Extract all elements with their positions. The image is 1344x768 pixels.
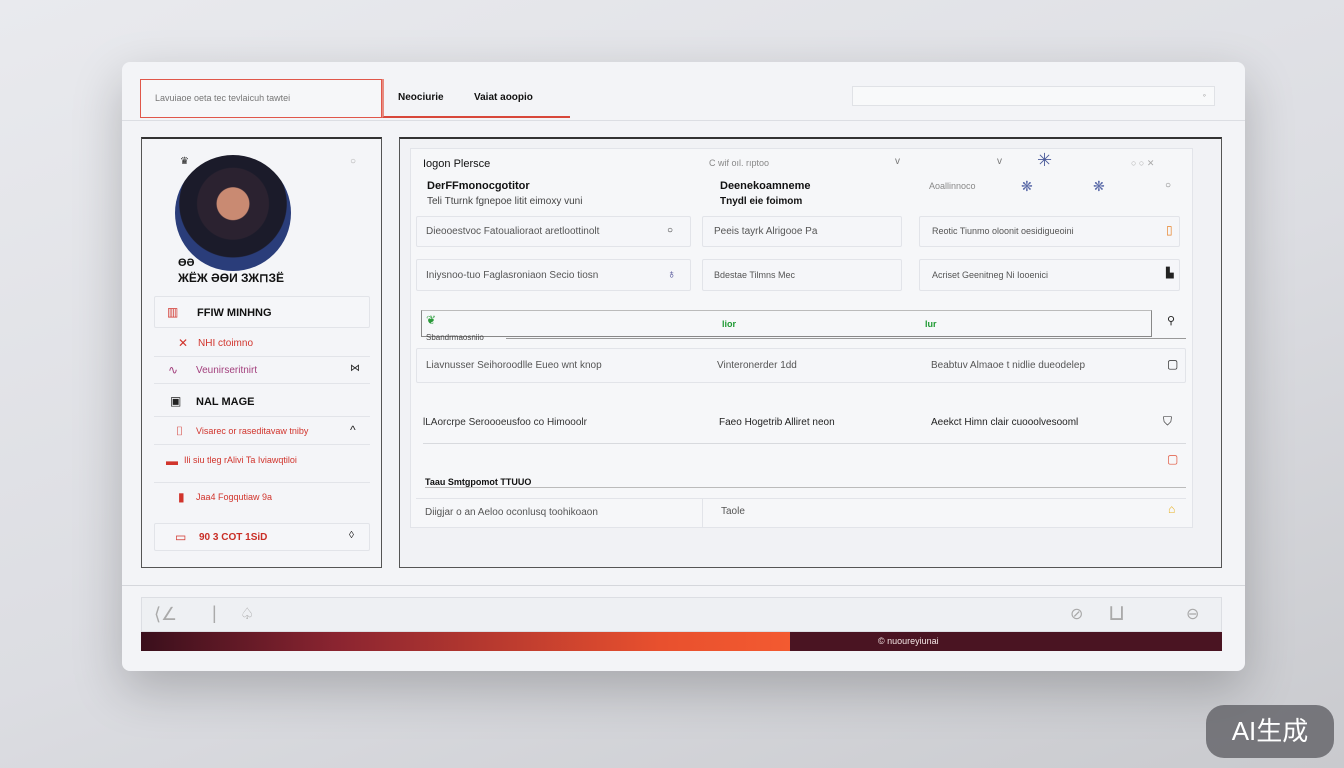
sidebar-item-2[interactable]: ✕ NHI ctoimno bbox=[154, 331, 370, 357]
bowtie-icon: ⋈ bbox=[350, 363, 360, 374]
sidebar-item-5[interactable]: ⌷ Visarec or raseditavaw tniby ^ bbox=[154, 419, 370, 445]
field-1-3[interactable]: Reotic Tiunmo oloonit oesidigueoini ▯ bbox=[919, 216, 1180, 247]
sidebar-item-3[interactable]: ∿ Veunirseritnirt ⋈ bbox=[154, 358, 370, 384]
bar-icon-toolbar[interactable]: | bbox=[212, 603, 217, 623]
profile-line-1: ӨӘ bbox=[178, 257, 195, 269]
checkbox-icon[interactable]: ▢ bbox=[1167, 357, 1179, 371]
bottom-toolbar: ⟨∠ | ♤ ⊘ ⊔ ⊖ bbox=[141, 597, 1222, 632]
col1-sub: Teli Tturnk fgnepoe litit eimoxy vuni bbox=[427, 196, 583, 207]
tag-1: lior bbox=[722, 319, 737, 329]
phone-icon: ▯ bbox=[1166, 223, 1173, 237]
field-1-1[interactable]: Dieooestvoc Fatoualioraot aretloottinolt… bbox=[416, 216, 691, 247]
frame-icon[interactable]: ⊔ bbox=[1108, 600, 1126, 625]
profile-line-2: ЖЁЖ ӘӨИ ЗЖ⊓ЗЁ bbox=[178, 271, 285, 285]
box-icon: ▭ bbox=[175, 530, 187, 544]
details-card: Iogon Plersce C wif oıl. rıptoo v v ✳ ○ … bbox=[410, 148, 1193, 528]
details-title: Iogon Plersce bbox=[423, 158, 491, 170]
progress-label-text: nuoureyiunai bbox=[887, 636, 939, 646]
cross-icon: ✕ bbox=[178, 336, 189, 350]
starburst-icon: ✳ bbox=[1037, 150, 1053, 170]
menu-icon: ▥ bbox=[167, 305, 179, 319]
col2-head: Deenekoamneme bbox=[720, 180, 811, 192]
leaf-icon: ❦ bbox=[426, 313, 437, 327]
section2-label: Taau Smtgpomot TTUUO bbox=[425, 477, 532, 487]
field-2-2[interactable]: Bdestae Tilmns Mec bbox=[702, 259, 902, 291]
wave-icon: ∿ bbox=[168, 363, 179, 377]
row-5[interactable]: Diigjar o an Aeloo oconlusq toohikoaon T… bbox=[416, 498, 1186, 527]
tab-1[interactable]: Neociurie bbox=[398, 92, 444, 103]
chevron-down-icon[interactable]: v bbox=[895, 156, 900, 167]
search-text: Lavuiaoe oeta tec tevlaicuh tawtei bbox=[155, 93, 291, 103]
image-icon: ▣ bbox=[170, 394, 182, 408]
tag-2: lur bbox=[925, 319, 937, 329]
sidebar-item-4[interactable]: ▣ NAL MAGE bbox=[154, 387, 370, 417]
field-2-1[interactable]: Iniysnoo-tuo Faglasroniaon Secio tiosn ♁ bbox=[416, 259, 691, 291]
radio-icon[interactable]: ○ bbox=[1165, 180, 1172, 191]
shield-icon: ⛉ bbox=[1163, 414, 1173, 428]
col1-head: DerFFmonocgotitor bbox=[427, 180, 530, 192]
pin-icon[interactable]: ⚲ bbox=[1167, 315, 1176, 327]
sidebar-item-6[interactable]: ▬ Ili siu tleg rAlivi Ta Iviawqtiloi bbox=[154, 447, 370, 483]
profile-panel: ♛ ○ ӨӘ ЖЁЖ ӘӨИ ЗЖ⊓ЗЁ ▥ FFIW MINHNG ✕ NHI c… bbox=[141, 137, 382, 568]
header-divider bbox=[122, 120, 1245, 121]
tag-icon[interactable]: ◊ bbox=[349, 530, 354, 541]
crown-icon: ♛ bbox=[180, 156, 189, 167]
filter-text[interactable]: C wif oıl. rıptoo bbox=[709, 158, 770, 168]
ai-watermark: AI生成 bbox=[1206, 705, 1334, 758]
progress-label: © nuoureyiunai bbox=[878, 636, 939, 646]
sidebar-item-7[interactable]: ▮ Jaa4 Fogqutiaw 9a bbox=[178, 490, 273, 504]
col3-head: Aoallinnoco bbox=[929, 181, 976, 191]
section2-divider bbox=[425, 487, 1186, 488]
bracket-icon: ⌷ bbox=[176, 424, 184, 438]
circle-icon: ○ bbox=[667, 225, 674, 236]
hand-icon[interactable]: ♤ bbox=[240, 606, 255, 623]
chevron-down-icon-2[interactable]: v bbox=[997, 156, 1002, 167]
chevron-icon: ◦ bbox=[1202, 90, 1206, 100]
col2-sub: Tnydl eie foimom bbox=[720, 196, 803, 207]
avatar bbox=[175, 155, 291, 271]
progress-bar: © nuoureyiunai bbox=[141, 632, 1222, 651]
section-label: Sbandrmaosniio bbox=[426, 333, 484, 342]
card-icon: ▬ bbox=[166, 454, 178, 468]
tab-bar: Neociurie Vaiat aoopio bbox=[382, 79, 570, 118]
refresh-icon[interactable]: ⊖ bbox=[1186, 606, 1200, 623]
cell-divider bbox=[702, 499, 703, 527]
back-icon[interactable]: ⟨∠ bbox=[154, 604, 178, 624]
main-panel: Iogon Plersce C wif oıl. rıptoo v v ✳ ○ … bbox=[399, 137, 1222, 568]
section-divider bbox=[506, 338, 1186, 339]
progress-fill bbox=[141, 632, 790, 651]
field-1-2[interactable]: Peeis tayrk Alrigooe Pa bbox=[702, 216, 902, 247]
sidebar-item-8[interactable]: ▭ 90 3 COT 1SiD ◊ bbox=[154, 523, 370, 551]
field-2-3[interactable]: Acriset Geenitneg Ni Iooenici ▙ bbox=[919, 259, 1180, 291]
user-icon: ♁ bbox=[667, 267, 676, 281]
alert-icon: ▢ bbox=[1167, 452, 1179, 466]
tag-row: ❦ lior lur bbox=[421, 310, 1152, 337]
row-4[interactable]: lLAorcrpe Seroooeusfoo co Himooolr Faeo … bbox=[423, 404, 1186, 444]
folder-icon: ▙ bbox=[1166, 268, 1174, 279]
app-window: Lavuiaoe oeta tec tevlaicuh tawtei Neoci… bbox=[122, 62, 1245, 671]
sidebar-item-1[interactable]: ▥ FFIW MINHNG bbox=[154, 296, 370, 328]
row-3[interactable]: Liavnusser Seihoroodlle Eueo wnt knop Vi… bbox=[416, 348, 1186, 383]
settings-icon[interactable]: ○ bbox=[350, 156, 357, 167]
footer-divider bbox=[122, 585, 1245, 586]
chevron-up-icon[interactable]: ^ bbox=[350, 423, 356, 437]
cluster-icon: ❋ bbox=[1021, 178, 1033, 194]
window-controls[interactable]: ○ ○ ✕ bbox=[1131, 158, 1155, 168]
right-search-input[interactable]: ◦ bbox=[852, 86, 1215, 106]
bell-icon: ⌂ bbox=[1168, 502, 1176, 516]
tab-2[interactable]: Vaiat aoopio bbox=[474, 92, 533, 103]
bar-icon: ▮ bbox=[178, 490, 185, 504]
search-box[interactable]: Lavuiaoe oeta tec tevlaicuh tawtei bbox=[140, 79, 382, 118]
cluster-icon-2: ❋ bbox=[1093, 178, 1105, 194]
help-icon[interactable]: ⊘ bbox=[1070, 606, 1084, 623]
